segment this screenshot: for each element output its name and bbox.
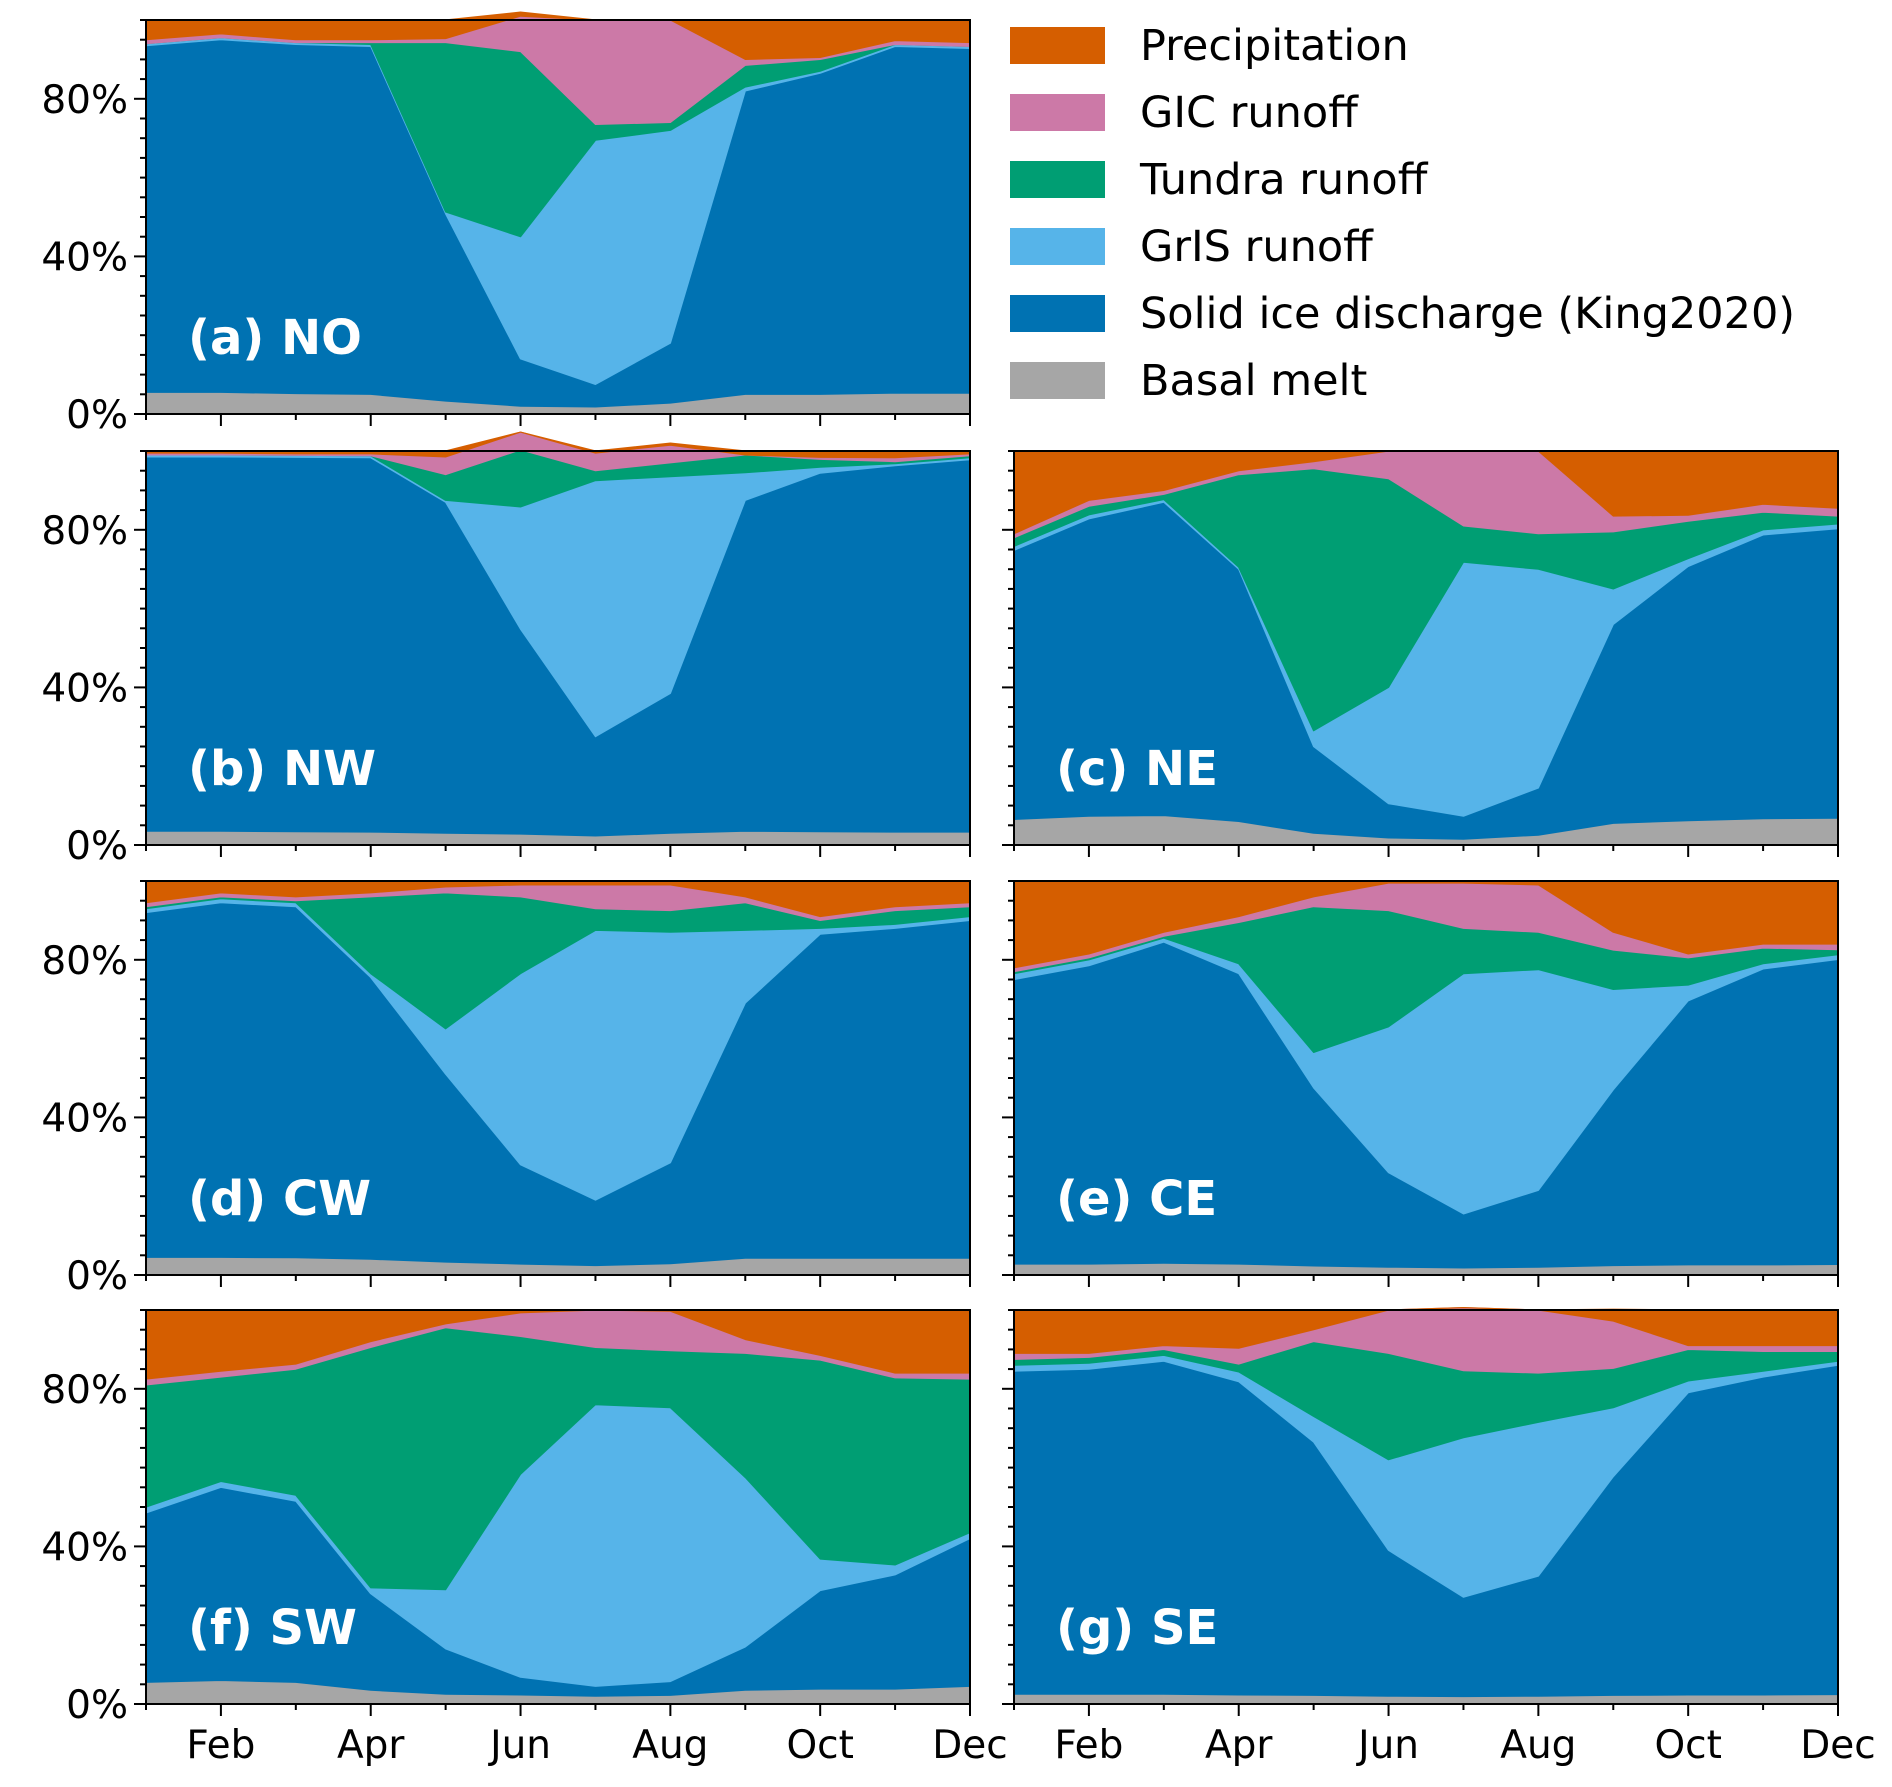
- x-tick-label: Jun: [487, 1723, 551, 1768]
- panel-label: (d) CW: [188, 1171, 371, 1227]
- legend-label-solid: Solid ice discharge (King2020): [1140, 289, 1795, 339]
- y-tick-label: 0%: [66, 393, 128, 438]
- panel-middle-left: 0% 40% 80% (b) NW: [41, 431, 971, 869]
- legend-swatch-tundra: [1010, 161, 1105, 198]
- x-tick-label: Aug: [1500, 1723, 1576, 1768]
- legend-label-gris: GrIS runoff: [1140, 222, 1374, 272]
- legend-label-basal: Basal melt: [1140, 356, 1367, 406]
- x-tick-label: Apr: [337, 1723, 405, 1768]
- x-tick-label: Feb: [1054, 1723, 1123, 1768]
- legend-swatch-precip: [1010, 27, 1105, 64]
- panel-label: (a) NO: [188, 310, 362, 366]
- legend-swatch-solid: [1010, 295, 1105, 332]
- y-tick-label: 40%: [41, 235, 128, 280]
- y-tick-label: 80%: [41, 939, 128, 984]
- panel-lower-left: 0% 40% 80% (d) CW: [41, 880, 971, 1299]
- panel-lower-right: (e) CE: [1002, 880, 1839, 1287]
- x-tick-label: Dec: [1800, 1723, 1875, 1768]
- legend-swatch-basal: [1010, 362, 1105, 399]
- y-tick-label: 0%: [66, 1683, 128, 1728]
- x-tick-label: Oct: [786, 1723, 853, 1768]
- x-tick-label: Dec: [932, 1723, 1007, 1768]
- x-tick-label: Feb: [186, 1723, 255, 1768]
- panel-label: (e) CE: [1056, 1171, 1217, 1227]
- legend-label-gic: GIC runoff: [1140, 88, 1359, 138]
- y-tick-label: 0%: [66, 1254, 128, 1299]
- panel-label: (c) NE: [1056, 741, 1218, 797]
- x-tick-label: Apr: [1205, 1723, 1273, 1768]
- y-tick-label: 0%: [66, 824, 128, 869]
- y-tick-label: 40%: [41, 1525, 128, 1570]
- panel-bottom-right: Feb Apr Jun Aug Oct Dec (g) SE: [1002, 1307, 1876, 1768]
- y-tick-label: 80%: [41, 1368, 128, 1413]
- y-tick-label: 80%: [41, 509, 128, 554]
- legend-label-tundra: Tundra runoff: [1139, 155, 1429, 205]
- chart-legend: Precipitation GIC runoff Tundra runoff GrIS…: [1010, 21, 1795, 406]
- x-tick-label: Oct: [1654, 1723, 1721, 1768]
- legend-swatch-gic: [1010, 94, 1105, 131]
- panel-label: (g) SE: [1056, 1600, 1218, 1656]
- y-tick-label: 40%: [41, 666, 128, 711]
- y-tick-label: 40%: [41, 1096, 128, 1141]
- y-tick-label: 80%: [41, 78, 128, 123]
- panel-label: (b) NW: [188, 741, 376, 797]
- panel-top-left: 0% 40% 80% (a) NO: [41, 11, 971, 438]
- legend-label-precip: Precipitation: [1140, 21, 1409, 71]
- panel-middle-right: (c) NE: [1002, 450, 1839, 857]
- chart-panels: 0% 40% 80% (a) NO 0% 40% 80% (b) NW (c) NE 0% 40% 8…: [41, 11, 1876, 1768]
- x-tick-label: Jun: [1355, 1723, 1419, 1768]
- panel-bottom-left: 0% 40% 80% Feb Apr Jun Aug Oct Dec (f) SW: [41, 1309, 1008, 1768]
- legend-swatch-gris: [1010, 228, 1105, 265]
- x-tick-label: Aug: [632, 1723, 708, 1768]
- panel-label: (f) SW: [188, 1600, 357, 1656]
